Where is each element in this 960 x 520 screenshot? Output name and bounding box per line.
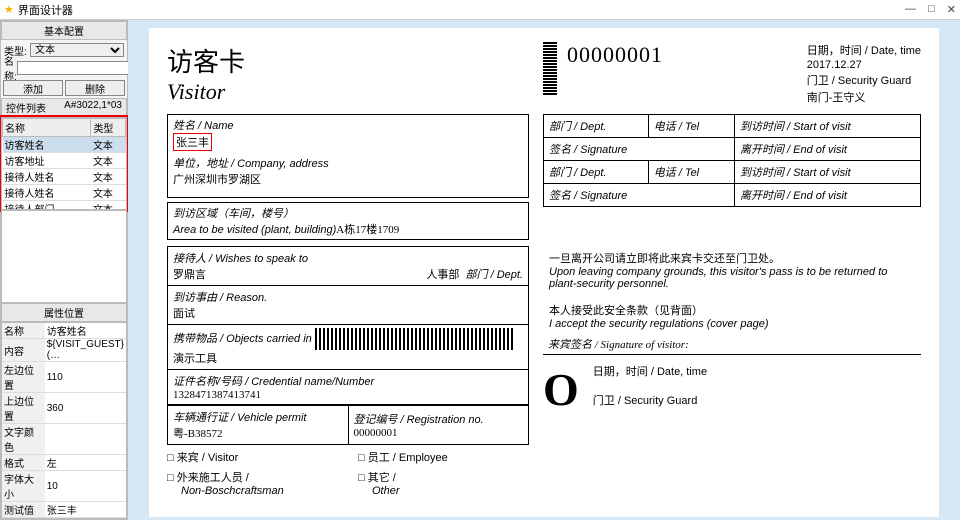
prop-row[interactable]: 上边位置360 xyxy=(2,393,126,424)
prop-row[interactable]: 测试值张三丰 xyxy=(2,502,126,518)
barcode-2 xyxy=(315,328,515,350)
prop-row[interactable]: 内容${VISIT_GUEST}(… xyxy=(2,339,126,362)
delete-button[interactable]: 删除 xyxy=(65,80,125,96)
table-row[interactable]: 接待人姓名文本 xyxy=(3,169,126,185)
type-select[interactable]: 文本 xyxy=(30,43,124,57)
prop-row[interactable]: 左边位置110 xyxy=(2,362,126,393)
table-row[interactable]: 接待人姓名文本 xyxy=(3,185,126,201)
minimize-button[interactable]: — xyxy=(905,3,916,16)
prop-row[interactable]: 文字颜色 xyxy=(2,424,126,455)
visit-grid: 部门 / Dept.电话 / Tel到访时间 / Start of visit … xyxy=(543,114,921,207)
design-canvas[interactable]: 访客卡 Visitor 00000001 日期，时间 / Date, time … xyxy=(128,20,960,520)
barcode-icon xyxy=(543,42,557,96)
prop-row[interactable]: 名称访客姓名 xyxy=(2,323,126,339)
name-field-value[interactable]: 张三丰 xyxy=(173,133,212,151)
basic-config-header: 基本配置 xyxy=(1,21,127,40)
table-row[interactable]: 访客地址文本 xyxy=(3,153,126,169)
props-grid[interactable]: 名称访客姓名内容${VISIT_GUEST}(…左边位置110上边位置360文字… xyxy=(1,322,127,519)
controls-code: A#3022,1*03 xyxy=(64,100,122,115)
stamp-circle: O xyxy=(543,363,579,416)
visitor-card: 访客卡 Visitor 00000001 日期，时间 / Date, time … xyxy=(149,28,939,517)
col-name: 名称 xyxy=(3,119,91,137)
title-cn: 访客卡 xyxy=(167,42,529,79)
props-header: 属性位置 xyxy=(1,303,127,322)
name-label: 名称: xyxy=(4,53,17,83)
card-number: 00000001 xyxy=(567,42,663,68)
app-icon: ★ xyxy=(4,3,14,16)
meta-date-label: 日期，时间 / Date, time xyxy=(807,42,921,58)
close-button[interactable]: ✕ xyxy=(947,3,956,16)
title-en: Visitor xyxy=(167,79,529,105)
col-type: 类型 xyxy=(91,119,126,137)
meta-guard-value: 南门-王守义 xyxy=(807,89,921,105)
controls-header: 控件列表 xyxy=(6,100,46,115)
maximize-button[interactable]: □ xyxy=(928,3,935,16)
prop-row[interactable]: 字体大小10 xyxy=(2,471,126,502)
meta-guard-label: 门卫 / Security Guard xyxy=(807,72,921,88)
company-label: 单位，地址 / Company, address xyxy=(173,155,523,171)
signature-line: 来宾签名 / Signature of visitor: xyxy=(543,334,921,355)
prop-row[interactable]: 格式左 xyxy=(2,455,126,471)
table-row[interactable]: 接待人部门文本 xyxy=(3,201,126,211)
name-field-label: 姓名 / Name xyxy=(173,117,523,133)
controls-grid[interactable]: 名称 类型 访客姓名文本访客地址文本接待人姓名文本接待人姓名文本接待人部门文本到… xyxy=(1,117,127,210)
add-button[interactable]: 添加 xyxy=(3,80,63,96)
window-title: 界面设计器 xyxy=(18,2,73,18)
company-value: 广州深圳市罗湖区 xyxy=(173,171,523,187)
meta-date-value: 2017.12.27 xyxy=(807,59,921,71)
table-row[interactable]: 访客姓名文本 xyxy=(3,137,126,153)
title-bar: ★ 界面设计器 — □ ✕ xyxy=(0,0,960,20)
left-panel: 基本配置 类型: 文本 名称: 添加 删除 控件列表 A#3022,1*03 名… xyxy=(0,20,128,520)
